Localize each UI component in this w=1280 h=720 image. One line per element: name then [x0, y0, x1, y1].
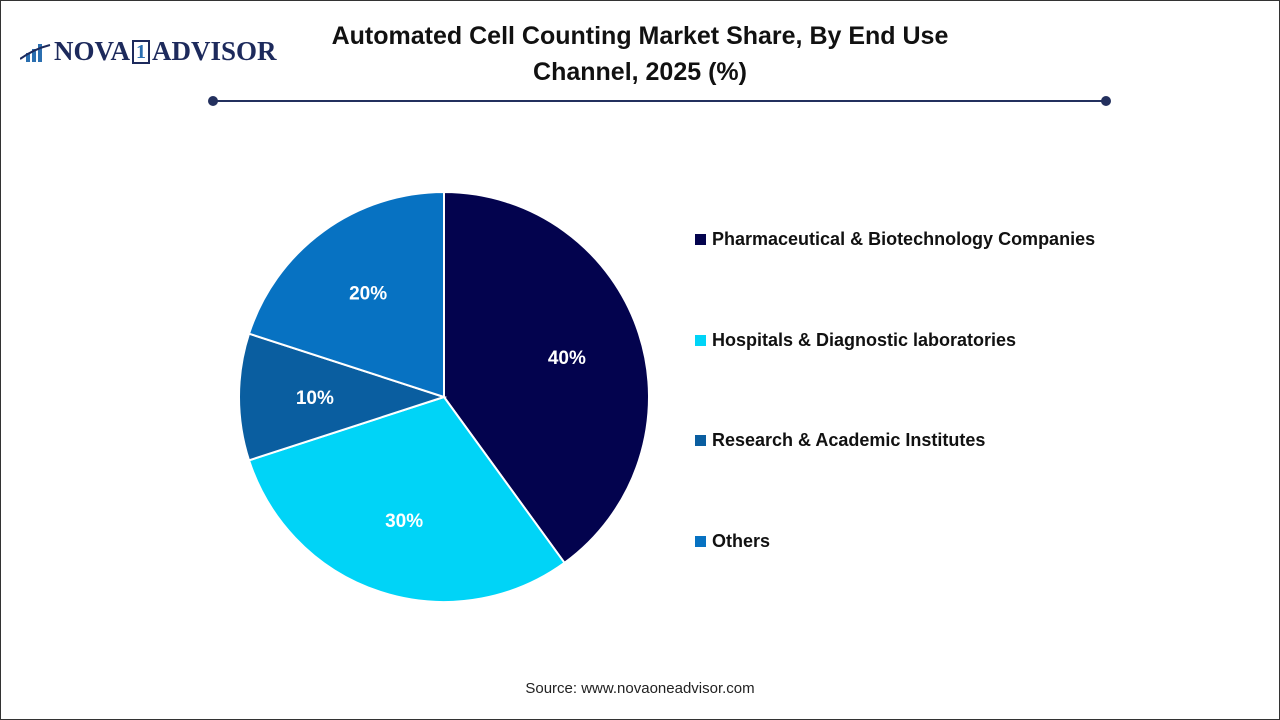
slice-label: 10%: [296, 388, 334, 409]
pie-slice: [247, 395, 566, 604]
legend-swatch: [695, 535, 706, 547]
legend-swatch: [695, 435, 706, 446]
slice-label: 20%: [349, 284, 387, 305]
logo: NOVA 1 ADVISOR: [20, 36, 277, 67]
legend-label: Hospitals & Diagnostic laboratories: [712, 329, 1017, 350]
legend-label: Others: [712, 530, 771, 551]
legend-swatch: [695, 334, 706, 346]
divider-dot-right: [1101, 96, 1111, 106]
logo-text-left: NOVA: [54, 36, 131, 66]
pie-slice: [238, 332, 448, 462]
legend-item: Others: [695, 531, 770, 552]
chart-title: Automated Cell Counting Market Share, By…: [331, 22, 949, 86]
legend-item: Pharmaceutical & Biotechnology Companies: [695, 229, 1095, 250]
logo-text-right: ADVISOR: [152, 36, 277, 66]
legend-item: Research & Academic Institutes: [695, 430, 985, 451]
legend-item: Hospitals & Diagnostic laboratories: [695, 330, 1016, 351]
legend-swatch: [695, 234, 706, 245]
legend-label: Research & Academic Institutes: [712, 430, 986, 450]
title-divider: [213, 100, 1106, 102]
logo-text-mid: 1: [132, 39, 151, 64]
source-note: Source: www.novaoneadvisor.com: [525, 680, 755, 697]
logo-bars-icon: [20, 43, 51, 62]
pie-slice: [443, 190, 650, 565]
divider-dot-left: [208, 96, 218, 106]
legend-label: Pharmaceutical & Biotechnology Companies: [712, 229, 1096, 249]
slice-label: 40%: [548, 348, 586, 369]
slice-label: 30%: [385, 511, 423, 532]
pie-slice: [247, 190, 445, 399]
